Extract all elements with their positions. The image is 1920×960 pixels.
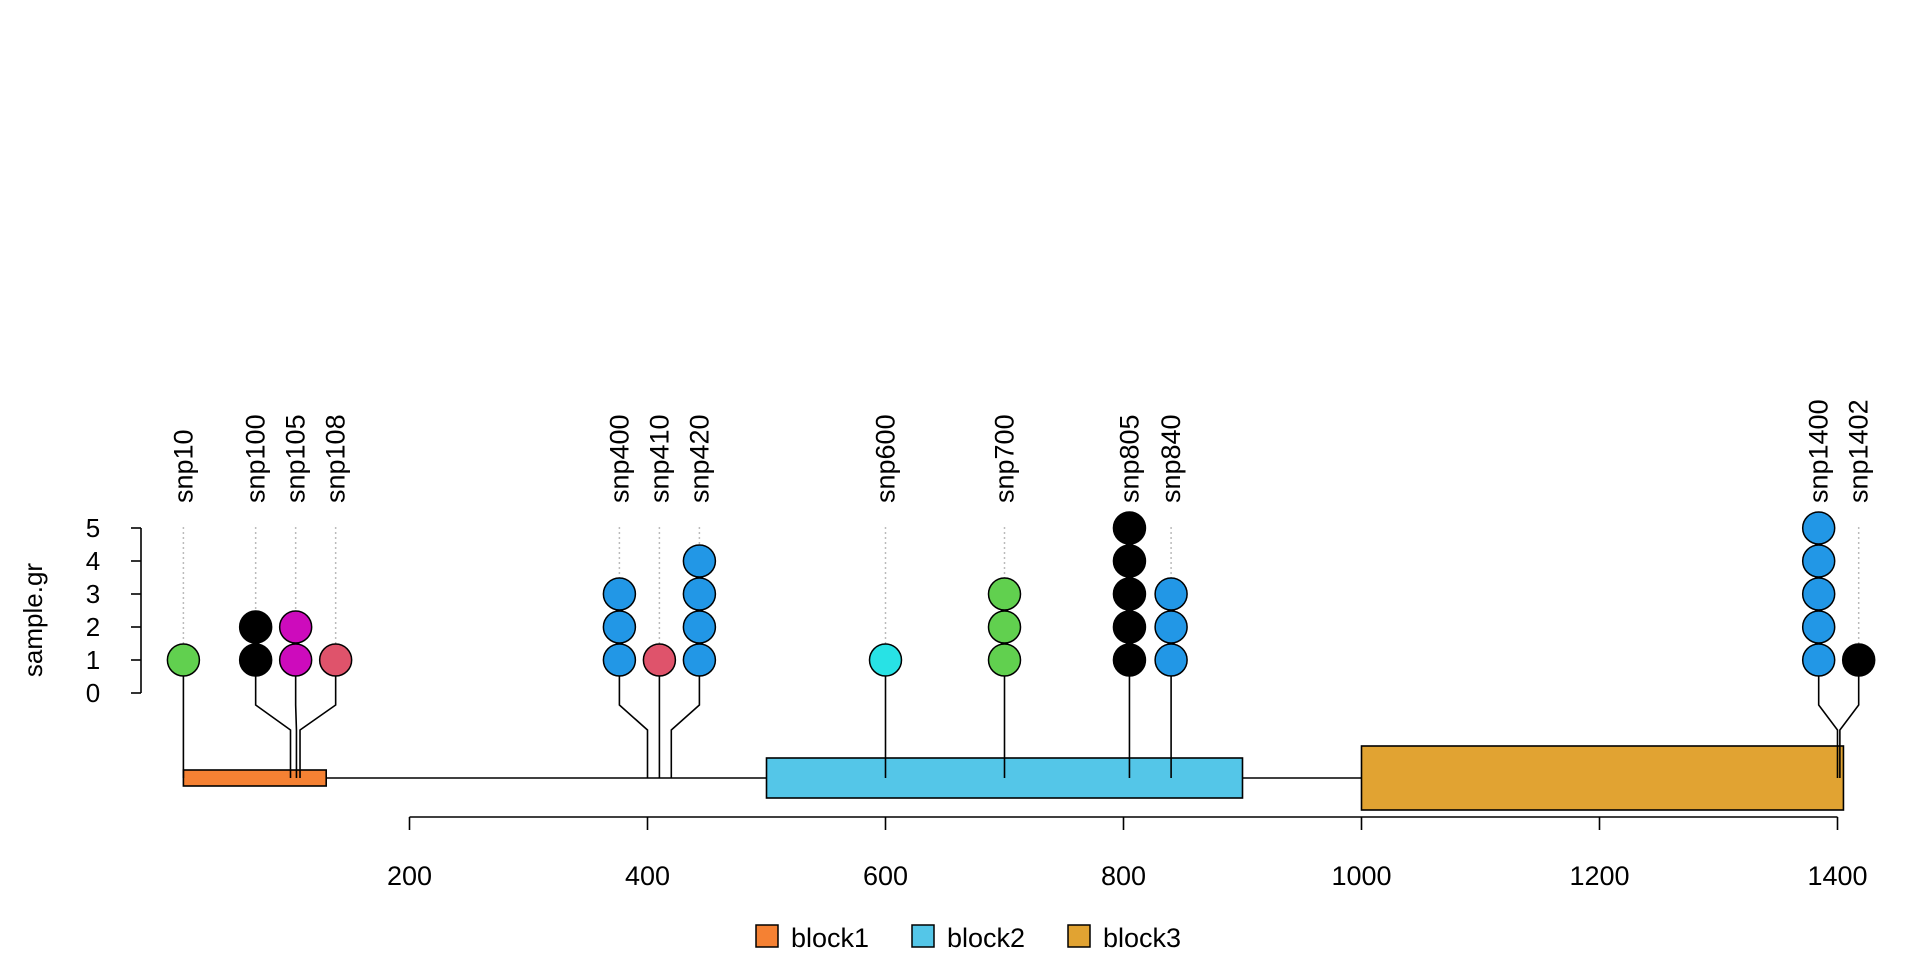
y-tick-label-5: 5 — [86, 513, 100, 543]
legend-label-block2: block2 — [947, 923, 1025, 953]
legend-swatch-block3 — [1067, 924, 1091, 948]
point-snp105-2 — [278, 610, 313, 644]
point-snp10-1 — [166, 643, 201, 677]
label-snp840: snp840 — [1156, 414, 1186, 503]
label-snp1402: snp1402 — [1844, 399, 1874, 503]
x-tick-label-1000: 1000 — [1331, 861, 1391, 891]
label-snp400: snp400 — [604, 414, 634, 503]
label-snp700: snp700 — [990, 414, 1020, 503]
legend-label-block3: block3 — [1103, 923, 1181, 953]
legend-swatch-block1 — [755, 924, 779, 948]
label-snp420: snp420 — [684, 414, 714, 503]
x-tick-label-400: 400 — [625, 861, 670, 891]
y-tick-label-0: 0 — [86, 678, 100, 708]
label-snp1400: snp1400 — [1804, 399, 1834, 503]
stem-snp400 — [618, 676, 649, 778]
stem-snp1402 — [1839, 676, 1860, 778]
stem-snp420 — [670, 676, 701, 778]
label-snp410: snp410 — [644, 414, 674, 503]
stem-snp108 — [299, 676, 337, 778]
point-snp805-3 — [1112, 577, 1147, 611]
x-tick-label-200: 200 — [387, 861, 432, 891]
point-snp100-1 — [238, 643, 273, 677]
x-tick-label-1400: 1400 — [1807, 861, 1867, 891]
y-axis-label: sample.gr — [18, 563, 48, 677]
label-snp805: snp805 — [1114, 414, 1144, 503]
label-snp600: snp600 — [871, 414, 901, 503]
point-snp108-1 — [318, 643, 353, 677]
y-tick-label-1: 1 — [86, 645, 100, 675]
point-snp840-1 — [1154, 643, 1188, 677]
point-snp700-2 — [987, 610, 1022, 644]
point-snp840-3 — [1154, 577, 1188, 611]
stem-snp100 — [254, 676, 292, 778]
point-snp400-1 — [602, 643, 637, 677]
point-snp805-2 — [1112, 610, 1147, 644]
stem-snp1400 — [1817, 676, 1839, 778]
label-snp108: snp108 — [321, 414, 351, 503]
feature-block3 — [1360, 745, 1845, 811]
point-snp1400-3 — [1801, 577, 1836, 611]
point-snp805-4 — [1112, 544, 1147, 578]
label-snp100: snp100 — [241, 414, 271, 503]
point-snp410-1 — [642, 643, 677, 677]
point-snp100-2 — [238, 610, 273, 644]
x-tick-label-1200: 1200 — [1569, 861, 1629, 891]
point-snp420-2 — [682, 610, 717, 644]
point-snp1402-1 — [1841, 643, 1876, 677]
point-snp1400-4 — [1801, 544, 1836, 578]
point-snp840-2 — [1154, 610, 1188, 644]
x-tick-label-600: 600 — [863, 861, 908, 891]
point-snp805-5 — [1112, 511, 1147, 545]
y-tick-label-3: 3 — [86, 579, 100, 609]
x-tick-label-800: 800 — [1101, 861, 1146, 891]
point-snp400-2 — [602, 610, 637, 644]
legend-swatch-block2 — [911, 924, 935, 948]
point-snp105-1 — [278, 643, 313, 677]
legend-label-block1: block1 — [791, 923, 869, 953]
feature-block1 — [182, 769, 327, 787]
y-tick-label-4: 4 — [86, 546, 100, 576]
label-snp105: snp105 — [281, 414, 311, 503]
point-snp400-3 — [602, 577, 637, 611]
point-snp1400-1 — [1801, 643, 1836, 677]
stem-snp105 — [294, 676, 298, 778]
point-snp420-4 — [682, 544, 717, 578]
point-snp700-3 — [987, 577, 1022, 611]
y-tick-label-2: 2 — [86, 612, 100, 642]
point-snp1400-5 — [1801, 511, 1836, 545]
point-snp805-1 — [1112, 643, 1147, 677]
point-snp600-1 — [868, 643, 903, 677]
point-snp700-1 — [987, 643, 1022, 677]
point-snp420-3 — [682, 577, 717, 611]
label-snp10: snp10 — [168, 429, 198, 503]
point-snp1400-2 — [1801, 610, 1836, 644]
point-snp420-1 — [682, 643, 717, 677]
